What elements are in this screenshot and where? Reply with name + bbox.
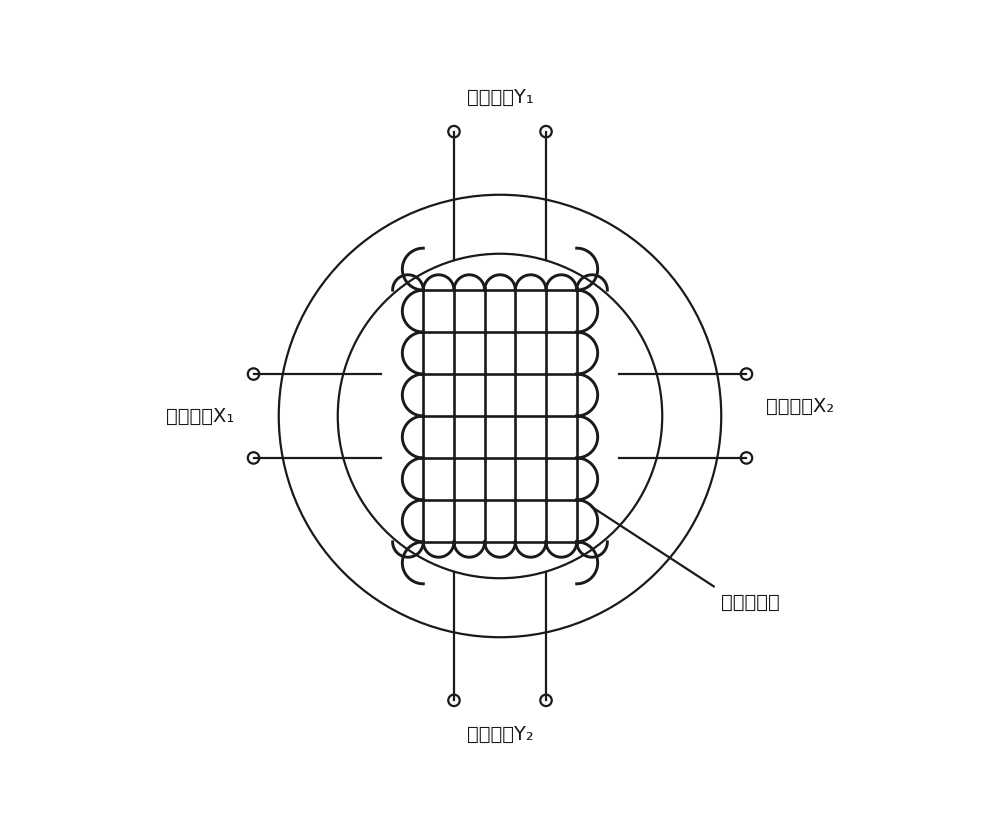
Text: 电流互感器: 电流互感器 bbox=[721, 593, 780, 612]
Text: 补偿绕组Y₂: 补偿绕组Y₂ bbox=[467, 725, 533, 744]
Text: 测量绕组X₁: 测量绕组X₁ bbox=[166, 406, 234, 425]
Text: 补偿绕组X₂: 补偿绕组X₂ bbox=[766, 396, 834, 416]
Text: 测量绕组Y₁: 测量绕组Y₁ bbox=[467, 88, 533, 107]
